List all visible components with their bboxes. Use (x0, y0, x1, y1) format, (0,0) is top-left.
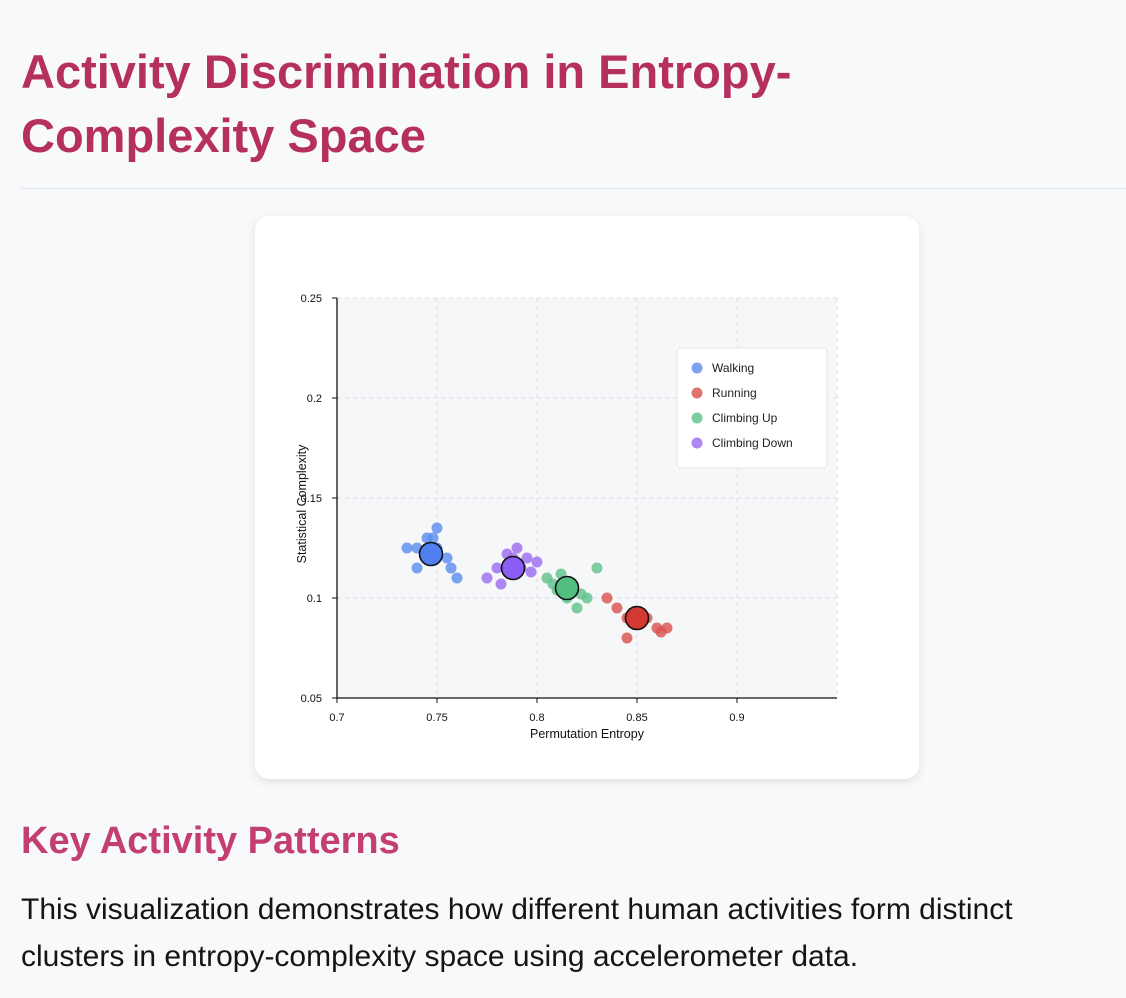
centroid-climbing-down (500, 555, 526, 581)
x-tick-label: 0.7 (329, 712, 344, 724)
point-running (601, 592, 613, 604)
point-climbing-down (495, 578, 507, 590)
point-climbing-down (491, 562, 503, 574)
centroid-walking (418, 541, 444, 567)
x-axis-title: Permutation Entropy (530, 727, 645, 741)
page-title: Activity Discrimination in Entropy-Compl… (21, 45, 792, 162)
point-climbing-down (531, 556, 543, 568)
scatter-chart: 0.7 0.75 0.8 0.85 0.9 0.05 0.1 0.15 0.2 0.25 Permu… (295, 293, 838, 741)
legend-box (676, 347, 828, 469)
centroid-running (624, 605, 650, 631)
title-divider (21, 188, 1126, 189)
legend-label: Running (712, 386, 757, 400)
y-tick-label: 0.25 (301, 293, 322, 305)
y-tick-label: 0.15 (301, 493, 322, 505)
x-tick-label: 0.75 (426, 712, 447, 724)
y-axis-title: Statistical Complexity (295, 444, 309, 564)
x-tick-label: 0.85 (626, 712, 647, 724)
point-running (621, 632, 633, 644)
point-walking (441, 552, 453, 564)
point-climbing-down (481, 572, 493, 584)
point-climbing-up (581, 592, 593, 604)
y-tick-label: 0.05 (301, 693, 322, 705)
point-running (611, 602, 623, 614)
centroids (418, 541, 650, 631)
legend-marker (691, 412, 703, 424)
point-climbing-up (571, 602, 583, 614)
y-tick-label: 0.2 (307, 393, 322, 405)
point-walking (445, 562, 457, 574)
y-tick-label: 0.1 (307, 593, 322, 605)
legend-label: Walking (712, 361, 754, 375)
point-walking (427, 532, 439, 544)
axes: 0.7 0.75 0.8 0.85 0.9 0.05 0.1 0.15 0.2 0.25 Permu… (295, 293, 837, 741)
legend-marker (691, 362, 703, 374)
legend: Walking Running Climbing Up Climbing Down (676, 347, 828, 469)
description-text: This visualization demonstrates how diff… (21, 893, 1013, 973)
point-climbing-down (521, 552, 533, 564)
legend-label: Climbing Up (712, 411, 778, 425)
legend-label: Climbing Down (712, 436, 793, 450)
x-tick-label: 0.9 (729, 712, 744, 724)
x-tick-label: 0.8 (529, 712, 544, 724)
point-climbing-down (511, 542, 523, 554)
legend-marker (691, 387, 703, 399)
point-walking (431, 522, 443, 534)
point-walking (451, 572, 463, 584)
chart-card: 0.7 0.75 0.8 0.85 0.9 0.05 0.1 0.15 0.2 0.25 Permu… (255, 216, 919, 779)
point-walking (401, 542, 413, 554)
section-heading: Key Activity Patterns (21, 820, 400, 862)
data-points (401, 522, 673, 644)
centroid-climbing-up (554, 575, 580, 601)
point-climbing-up (591, 562, 603, 574)
point-climbing-down (525, 566, 537, 578)
legend-marker (691, 437, 703, 449)
point-walking (411, 562, 423, 574)
point-running (661, 622, 673, 634)
